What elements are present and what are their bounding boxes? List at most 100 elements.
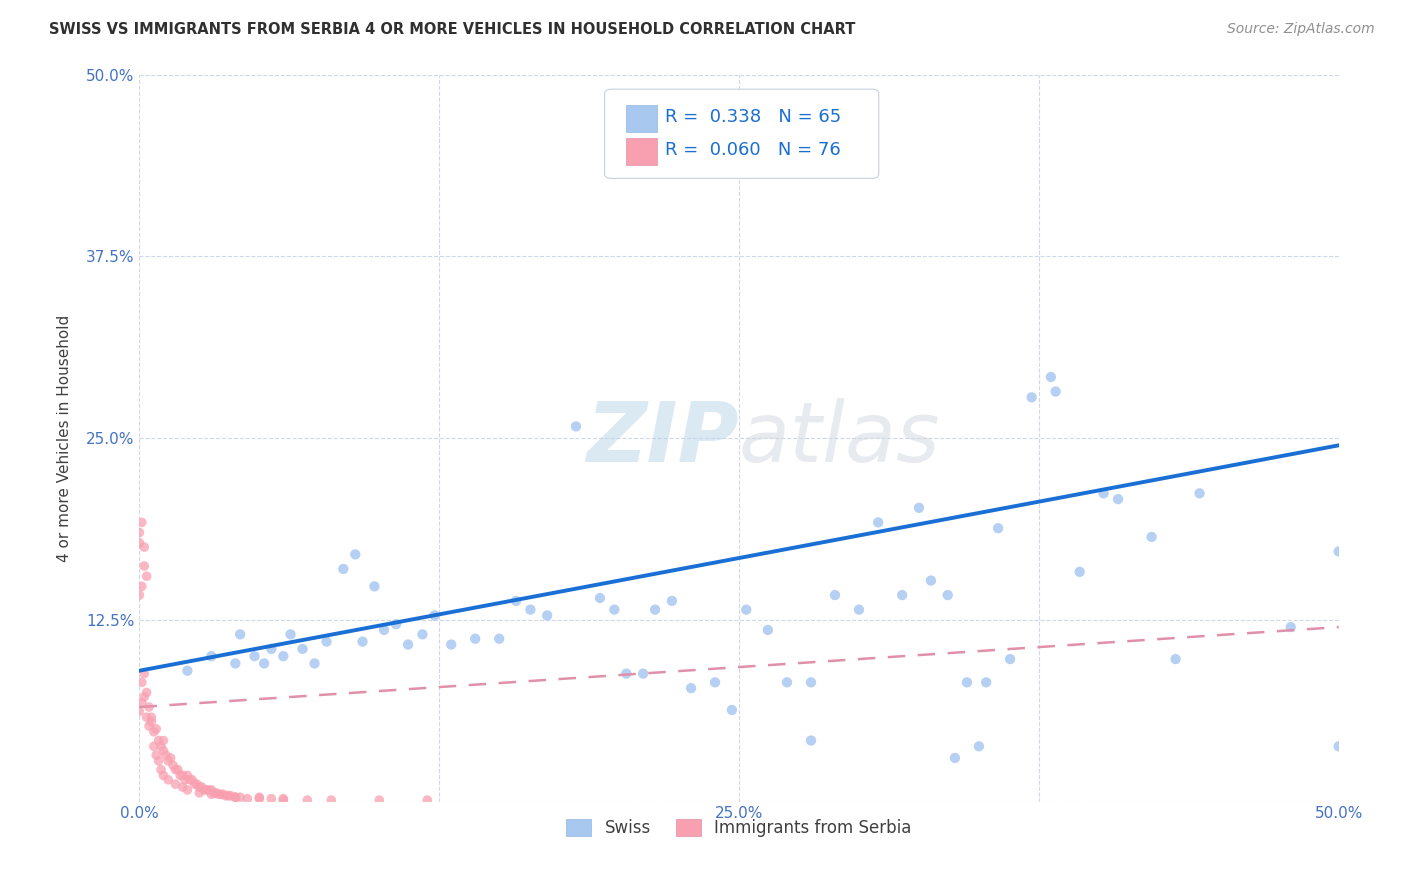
Point bbox=[411, 627, 433, 641]
Point bbox=[987, 521, 1010, 535]
Point bbox=[152, 733, 174, 747]
Point bbox=[142, 739, 165, 754]
Point bbox=[1107, 492, 1129, 507]
Point bbox=[145, 747, 167, 762]
Point bbox=[304, 657, 326, 671]
Point bbox=[212, 787, 235, 801]
Point bbox=[181, 772, 204, 787]
Point bbox=[661, 594, 683, 608]
Point bbox=[321, 793, 343, 807]
Point bbox=[134, 540, 156, 554]
Point bbox=[157, 772, 180, 787]
Point bbox=[200, 783, 222, 797]
Point bbox=[142, 724, 165, 739]
Point bbox=[195, 783, 218, 797]
Point bbox=[157, 754, 180, 768]
Point bbox=[186, 777, 208, 791]
Text: Source: ZipAtlas.com: Source: ZipAtlas.com bbox=[1227, 22, 1375, 37]
Point bbox=[219, 789, 242, 803]
Point bbox=[191, 780, 214, 794]
Point bbox=[1092, 486, 1115, 500]
Point bbox=[291, 641, 314, 656]
Point bbox=[150, 739, 173, 754]
Point bbox=[603, 602, 626, 616]
Point bbox=[936, 588, 959, 602]
Point bbox=[800, 733, 823, 747]
Point bbox=[363, 579, 385, 593]
Point bbox=[681, 681, 703, 695]
Point bbox=[134, 666, 156, 681]
Point bbox=[488, 632, 510, 646]
Point bbox=[176, 783, 198, 797]
Point bbox=[721, 703, 744, 717]
Text: SWISS VS IMMIGRANTS FROM SERBIA 4 OR MORE VEHICLES IN HOUSEHOLD CORRELATION CHAR: SWISS VS IMMIGRANTS FROM SERBIA 4 OR MOR… bbox=[49, 22, 856, 37]
Point bbox=[150, 763, 173, 777]
Point bbox=[260, 641, 283, 656]
Point bbox=[131, 516, 153, 530]
Point bbox=[440, 638, 463, 652]
Point bbox=[332, 562, 354, 576]
Point bbox=[344, 547, 367, 561]
Point bbox=[631, 666, 654, 681]
Point bbox=[967, 739, 990, 754]
Point bbox=[198, 783, 221, 797]
Point bbox=[135, 685, 157, 699]
Point bbox=[614, 666, 637, 681]
Point bbox=[260, 791, 283, 805]
Point bbox=[229, 627, 252, 641]
Point bbox=[243, 649, 266, 664]
Text: R =  0.060   N = 76: R = 0.060 N = 76 bbox=[665, 141, 841, 159]
Point bbox=[423, 608, 446, 623]
Point bbox=[920, 574, 942, 588]
Point bbox=[215, 789, 238, 803]
Point bbox=[848, 602, 870, 616]
Text: R =  0.338   N = 65: R = 0.338 N = 65 bbox=[665, 108, 841, 126]
Point bbox=[138, 719, 160, 733]
Point bbox=[1039, 370, 1062, 384]
Point bbox=[205, 786, 228, 800]
Point bbox=[131, 696, 153, 710]
Point bbox=[1327, 739, 1350, 754]
Point bbox=[131, 579, 153, 593]
Point bbox=[800, 675, 823, 690]
Point bbox=[172, 780, 194, 794]
Point bbox=[138, 700, 160, 714]
Point bbox=[209, 787, 232, 801]
Point bbox=[176, 768, 198, 782]
Point bbox=[891, 588, 914, 602]
Point bbox=[253, 657, 276, 671]
Point bbox=[131, 675, 153, 690]
Point bbox=[148, 733, 170, 747]
Point bbox=[165, 777, 187, 791]
Point bbox=[200, 787, 222, 801]
Point bbox=[297, 793, 319, 807]
Text: atlas: atlas bbox=[740, 398, 941, 478]
Point bbox=[174, 772, 197, 787]
Point bbox=[135, 569, 157, 583]
Point bbox=[589, 591, 612, 605]
Point bbox=[217, 789, 239, 803]
Point bbox=[141, 714, 163, 729]
Point bbox=[956, 675, 979, 690]
Legend: Swiss, Immigrants from Serbia: Swiss, Immigrants from Serbia bbox=[560, 813, 918, 844]
Point bbox=[207, 787, 229, 801]
Point bbox=[134, 559, 156, 574]
Point bbox=[824, 588, 846, 602]
Point bbox=[176, 664, 198, 678]
Point bbox=[373, 623, 395, 637]
Point bbox=[200, 649, 222, 664]
Point bbox=[166, 763, 188, 777]
Point bbox=[141, 710, 163, 724]
Point bbox=[159, 751, 181, 765]
Point bbox=[152, 744, 174, 758]
Point bbox=[280, 627, 302, 641]
Point bbox=[352, 634, 374, 648]
Point bbox=[188, 780, 211, 794]
Point bbox=[565, 419, 588, 434]
Point bbox=[148, 754, 170, 768]
Point bbox=[179, 772, 201, 787]
Point bbox=[368, 793, 391, 807]
Point bbox=[224, 790, 246, 805]
Point bbox=[908, 500, 931, 515]
Point bbox=[193, 783, 215, 797]
